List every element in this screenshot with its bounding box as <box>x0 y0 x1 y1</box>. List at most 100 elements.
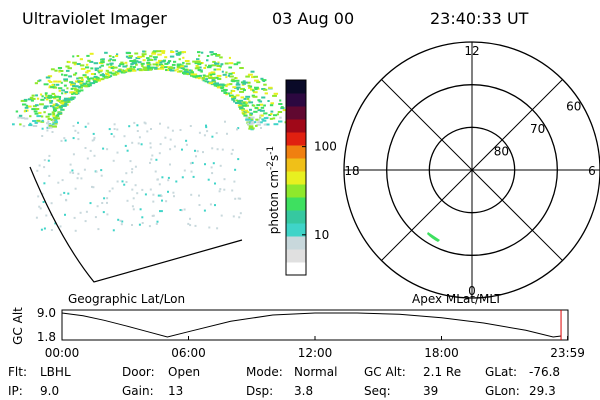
pixel <box>129 65 133 68</box>
pixel <box>208 64 213 67</box>
pixel <box>262 88 268 91</box>
pixel <box>127 69 133 72</box>
pixel <box>50 119 54 121</box>
pixel <box>181 51 187 54</box>
pixel <box>178 66 181 69</box>
pixel <box>236 86 241 89</box>
pixel <box>85 210 88 213</box>
pixel <box>68 98 73 101</box>
pixel <box>168 60 172 63</box>
pixel <box>48 124 53 127</box>
pixel <box>264 92 268 95</box>
pixel <box>228 56 231 59</box>
pixel <box>41 135 44 137</box>
pixel <box>113 66 118 69</box>
pixel <box>93 138 96 141</box>
pixel <box>122 65 127 68</box>
pixel <box>43 227 46 230</box>
pixel <box>44 92 48 95</box>
field-value: Open <box>168 365 200 379</box>
pixel <box>23 110 26 113</box>
pixel <box>192 175 195 178</box>
pixel <box>91 82 96 85</box>
pixel <box>38 164 41 167</box>
pixel <box>92 132 95 135</box>
pixel <box>72 85 76 87</box>
pixel <box>147 67 151 70</box>
pixel <box>110 72 114 75</box>
pixel <box>141 65 144 67</box>
pixel <box>234 197 237 200</box>
pixel <box>224 62 229 65</box>
pixel <box>270 110 274 113</box>
pixel <box>208 82 214 85</box>
pixel <box>28 124 33 127</box>
pixel <box>47 118 52 120</box>
pixel <box>196 76 202 79</box>
pixel <box>169 55 175 58</box>
pixel <box>254 86 259 89</box>
pixel <box>159 122 161 125</box>
pixel <box>41 95 44 98</box>
pixel <box>198 204 201 206</box>
pixel <box>54 95 60 98</box>
pixel <box>154 170 157 173</box>
pixel <box>250 88 254 91</box>
pixel <box>259 114 264 117</box>
pixel <box>100 78 105 81</box>
pixel <box>211 77 216 79</box>
pixel <box>149 59 154 61</box>
pixel <box>184 65 188 68</box>
pixel <box>254 106 258 109</box>
pixel <box>85 82 88 85</box>
pixel <box>65 198 67 201</box>
pixel <box>106 201 108 204</box>
field-value: Normal <box>294 365 337 379</box>
pixel <box>219 65 222 68</box>
pixel <box>249 125 254 128</box>
pixel <box>58 98 61 100</box>
pixel <box>80 84 83 87</box>
pixel <box>141 216 144 219</box>
pixel <box>164 136 167 139</box>
pixel <box>243 114 248 117</box>
pixel <box>246 97 250 100</box>
pixel <box>207 178 210 181</box>
altitude-line <box>61 312 562 338</box>
pixel <box>184 70 189 73</box>
pixel <box>160 210 163 213</box>
pixel <box>254 88 258 91</box>
pixel <box>55 103 58 106</box>
pixel <box>157 53 162 56</box>
pixel <box>146 130 149 133</box>
pixel <box>47 126 53 129</box>
pixel <box>141 55 145 57</box>
pixel <box>48 96 53 99</box>
pixel <box>90 73 95 75</box>
pixel <box>35 108 40 110</box>
pixel <box>211 64 217 67</box>
pixel <box>211 80 217 83</box>
pixel <box>53 107 58 110</box>
pixel <box>131 62 137 65</box>
pixel <box>198 54 201 57</box>
pixel <box>48 81 53 83</box>
pixel <box>249 85 253 88</box>
pixel <box>36 97 40 100</box>
pixel <box>209 51 214 54</box>
pixel <box>235 94 240 97</box>
uv-image <box>12 50 289 232</box>
pixel <box>135 57 141 60</box>
pixel <box>114 71 118 74</box>
pixel <box>121 180 124 183</box>
pixel <box>225 71 228 74</box>
pixel <box>228 62 234 65</box>
pixel <box>123 183 126 186</box>
field-label: GC Alt: <box>364 365 406 379</box>
pixel <box>93 136 96 139</box>
pixel <box>242 82 247 85</box>
pixel <box>173 195 175 198</box>
pixel <box>263 83 267 86</box>
pixel <box>113 123 116 126</box>
pixel <box>125 70 128 73</box>
